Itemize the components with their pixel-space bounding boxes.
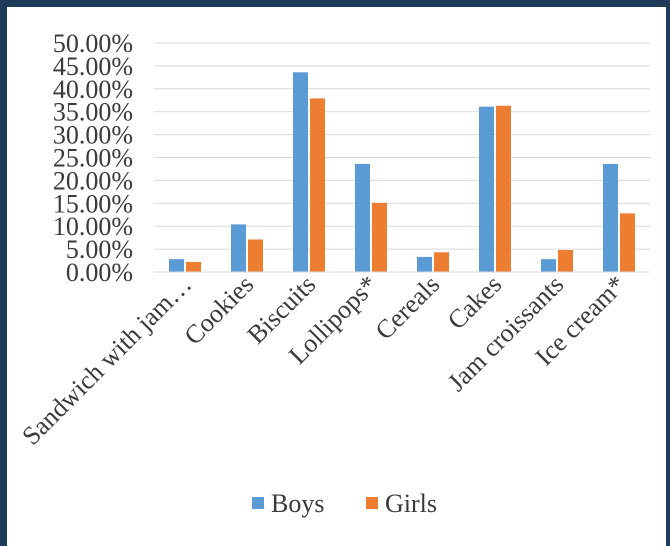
bar-boys bbox=[169, 259, 184, 272]
y-tick-label: 20.00% bbox=[53, 166, 133, 195]
bars bbox=[169, 72, 635, 272]
bar-girls bbox=[558, 250, 573, 272]
bar-girls bbox=[620, 213, 635, 272]
x-axis-category-labels: Sandwich with jam…CookiesBiscuitsLollipo… bbox=[16, 270, 631, 451]
x-category-label: Cookies bbox=[178, 270, 259, 351]
legend-swatch-boys bbox=[252, 497, 264, 509]
legend-label-boys: Boys bbox=[271, 489, 324, 518]
bar-girls bbox=[496, 105, 511, 272]
bar-boys bbox=[293, 72, 308, 272]
bar-girls bbox=[372, 202, 387, 272]
y-tick-label: 15.00% bbox=[53, 189, 133, 218]
bar-boys bbox=[355, 163, 370, 272]
bar-girls bbox=[248, 239, 263, 272]
bar-girls bbox=[186, 261, 201, 272]
y-tick-label: 30.00% bbox=[53, 121, 133, 150]
bar-boys bbox=[417, 256, 432, 272]
y-tick-label: 25.00% bbox=[53, 144, 133, 173]
y-tick-label: 10.00% bbox=[53, 212, 133, 241]
bar-boys bbox=[603, 163, 618, 272]
legend: Boys Girls bbox=[252, 489, 437, 518]
bar-girls bbox=[310, 98, 325, 272]
bar-boys bbox=[479, 106, 494, 272]
bar-boys bbox=[231, 224, 246, 272]
y-tick-label: 5.00% bbox=[66, 235, 133, 264]
y-tick-label: 40.00% bbox=[53, 75, 133, 104]
y-tick-label: 50.00% bbox=[53, 29, 133, 58]
bar-girls bbox=[434, 252, 449, 272]
gridlines bbox=[154, 42, 650, 250]
y-tick-label: 0.00% bbox=[66, 258, 133, 287]
bar-boys bbox=[541, 259, 556, 272]
y-axis-tick-labels: 0.00%5.00%10.00%15.00%20.00%25.00%30.00%… bbox=[53, 29, 133, 287]
legend-label-girls: Girls bbox=[385, 489, 437, 518]
y-tick-label: 45.00% bbox=[53, 52, 133, 81]
x-category-label: Cereals bbox=[370, 270, 446, 346]
legend-swatch-girls bbox=[366, 497, 378, 509]
x-category-label: Sandwich with jam… bbox=[16, 270, 197, 451]
y-tick-label: 35.00% bbox=[53, 98, 133, 127]
